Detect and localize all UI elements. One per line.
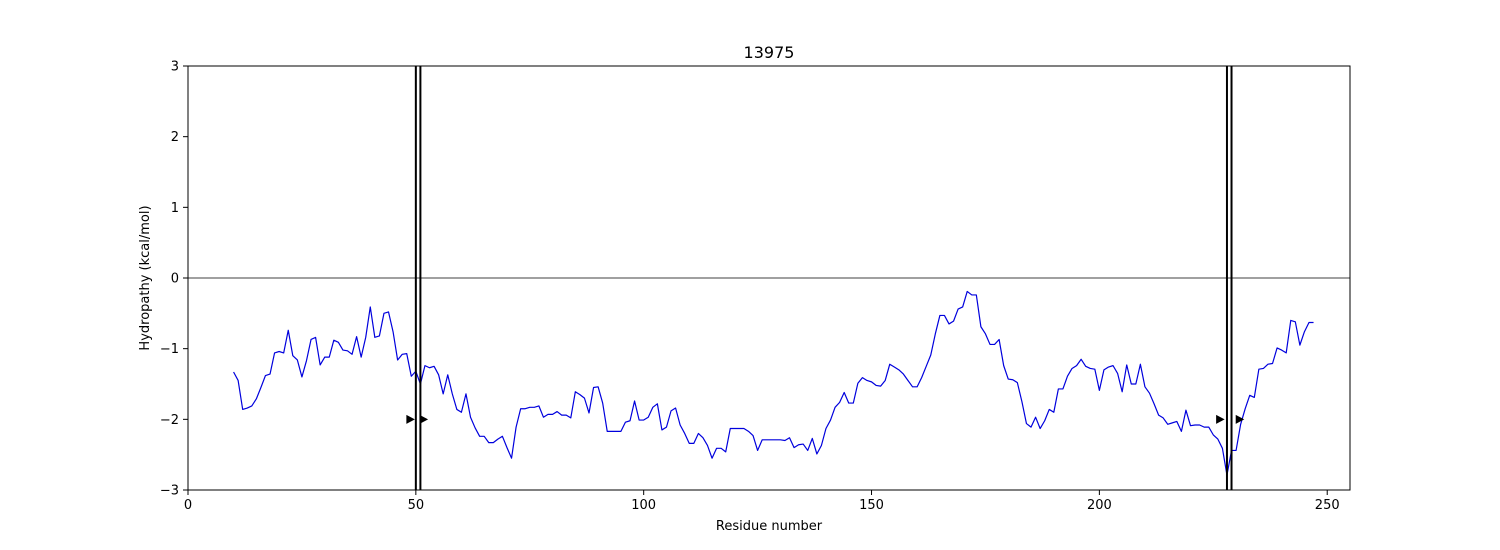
y-axis-label: Hydropathy (kcal/mol) — [138, 205, 153, 350]
y-tick-label: −1 — [160, 342, 179, 357]
chart-title: 13975 — [744, 43, 795, 62]
boundary-arrow-marker — [406, 414, 415, 424]
y-tick-label: 2 — [171, 130, 179, 145]
y-tick-label: −3 — [160, 484, 179, 499]
plot-frame — [187, 65, 1351, 491]
y-tick-label: 1 — [171, 201, 179, 216]
x-tick-label: 50 — [408, 498, 425, 513]
y-tick-label: −2 — [160, 413, 179, 428]
x-tick-label: 250 — [1315, 498, 1340, 513]
y-tick-label: 3 — [171, 60, 179, 75]
x-tick-label: 0 — [184, 498, 192, 513]
boundary-arrow-marker — [1235, 414, 1245, 424]
x-tick-label: 100 — [631, 498, 656, 513]
plot-area: 0 50 100 150 200 250 −3 −2 −1 0 1 2 3 — [160, 60, 1350, 513]
hydropathy-series-line — [233, 290, 1314, 476]
boundary-arrow-marker — [419, 414, 429, 424]
x-tick-label: 200 — [1087, 498, 1112, 513]
x-axis-label: Residue number — [716, 519, 823, 534]
y-tick-label: 0 — [171, 272, 179, 287]
x-tick-label: 150 — [859, 498, 884, 513]
boundary-arrow-marker — [1216, 414, 1225, 424]
